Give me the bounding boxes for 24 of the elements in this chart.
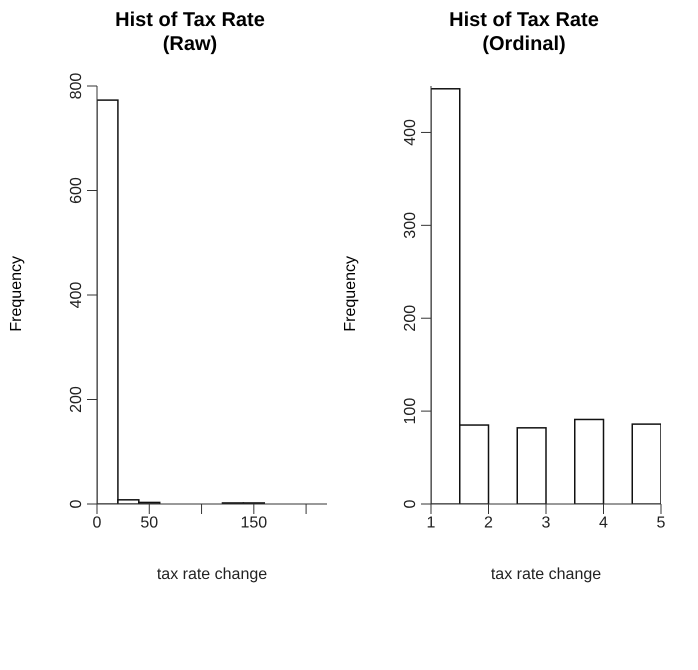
y-tick-label: 200 (68, 386, 85, 413)
y-tick-label: 0 (402, 499, 419, 508)
y-tick-label: 300 (402, 212, 419, 239)
y-tick-label: 600 (68, 177, 85, 204)
y-tick-label: 400 (68, 282, 85, 308)
chart-title: Hist of Tax Rate (Raw) (114, 8, 266, 56)
y-tick-label: 100 (402, 398, 419, 424)
x-tick-label: 3 (542, 514, 551, 532)
y-tick-label: 0 (68, 499, 85, 508)
x-axis-title: tax rate change (490, 566, 602, 583)
x-axis-title: tax rate change (156, 566, 268, 583)
y-tick-label: 200 (402, 304, 419, 332)
y-axis-title: Frequency (8, 256, 26, 332)
chart-title: Hist of Tax Rate (Ordinal) (448, 8, 600, 56)
x-tick-label: 2 (484, 514, 494, 532)
x-tick-label: 5 (656, 514, 666, 532)
y-tick-label: 400 (402, 119, 419, 146)
x-tick-label: 150 (240, 514, 268, 532)
x-tick-label: 4 (599, 514, 608, 532)
x-tick-label: 1 (426, 514, 436, 532)
y-tick-label: 800 (68, 72, 85, 100)
x-tick-label: 50 (140, 514, 158, 532)
x-tick-label: 0 (92, 514, 102, 532)
y-axis-title: Frequency (342, 256, 360, 332)
